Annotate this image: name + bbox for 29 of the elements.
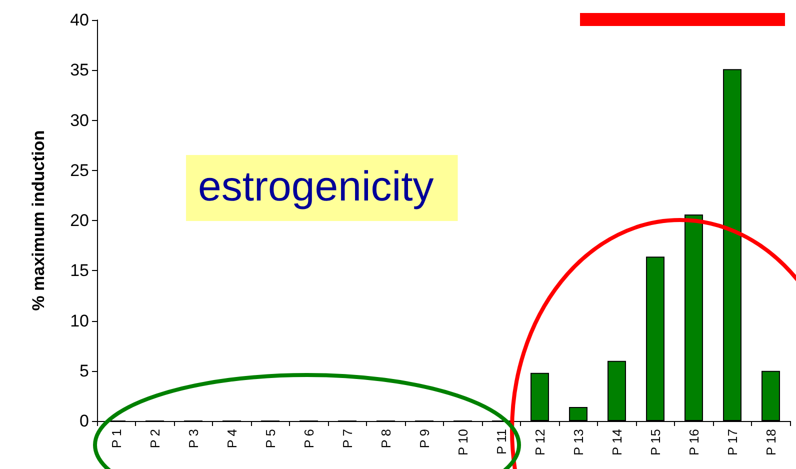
x-tick-label: P 1 xyxy=(108,429,124,448)
x-tick-label: P 6 xyxy=(301,429,316,448)
y-tick-label: 15 xyxy=(70,261,89,280)
x-tick-label: P 9 xyxy=(416,429,432,448)
x-tick-label: P 2 xyxy=(147,429,162,448)
y-tick-label: 35 xyxy=(70,60,89,80)
x-tick-label: P 3 xyxy=(186,429,201,448)
y-tick-label: 0 xyxy=(80,412,89,430)
x-tick-label: P 5 xyxy=(262,429,278,448)
y-tick-label: 20 xyxy=(70,211,89,230)
x-tick-label: P 14 xyxy=(609,429,624,456)
x-tick-label: P 10 xyxy=(455,429,470,456)
x-tick-label: P 12 xyxy=(532,429,548,456)
x-tick-label: P 7 xyxy=(340,429,355,448)
x-tick-label: P 8 xyxy=(378,429,394,448)
y-tick-label: 5 xyxy=(80,361,89,380)
x-tick-label: P 17 xyxy=(724,429,740,456)
x-tick-label: P 16 xyxy=(686,429,702,456)
y-tick-label: 40 xyxy=(70,10,89,30)
y-axis-title: % maximum induction xyxy=(29,130,48,311)
x-tick-label: P 4 xyxy=(224,429,240,448)
y-tick-label: 10 xyxy=(70,311,89,330)
x-tick-label: P 15 xyxy=(648,429,663,456)
x-tick-label: P 13 xyxy=(570,429,586,456)
y-tick-label: 30 xyxy=(70,110,89,130)
x-tick-label: P 11 xyxy=(494,429,509,455)
annotation: estrogenicity xyxy=(198,162,434,210)
x-tick-label: P 18 xyxy=(763,429,778,456)
y-tick-label: 25 xyxy=(70,160,89,180)
